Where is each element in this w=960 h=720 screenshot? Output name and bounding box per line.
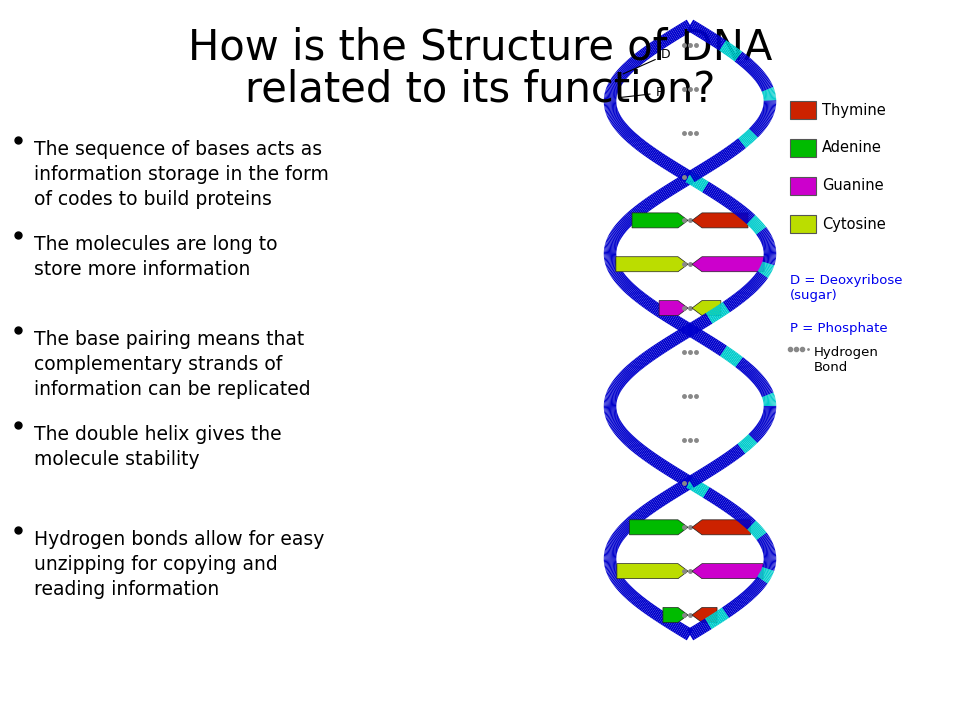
FancyArrow shape bbox=[692, 608, 717, 623]
Text: Cytosine: Cytosine bbox=[822, 217, 886, 232]
Text: The double helix gives the
molecule stability: The double helix gives the molecule stab… bbox=[34, 425, 281, 469]
FancyBboxPatch shape bbox=[790, 139, 816, 157]
Text: Hydrogen bonds allow for easy
unzipping for copying and
reading information: Hydrogen bonds allow for easy unzipping … bbox=[34, 530, 324, 599]
FancyArrow shape bbox=[630, 520, 688, 535]
Text: P: P bbox=[618, 86, 663, 99]
FancyArrow shape bbox=[692, 213, 748, 228]
Text: D = Deoxyribose
(sugar): D = Deoxyribose (sugar) bbox=[790, 274, 902, 302]
FancyBboxPatch shape bbox=[790, 215, 816, 233]
Text: The molecules are long to
store more information: The molecules are long to store more inf… bbox=[34, 235, 277, 279]
Text: Thymine: Thymine bbox=[822, 102, 886, 117]
Text: How is the Structure of DNA: How is the Structure of DNA bbox=[188, 27, 772, 69]
FancyBboxPatch shape bbox=[790, 101, 816, 119]
FancyArrow shape bbox=[692, 257, 764, 271]
FancyArrow shape bbox=[616, 257, 688, 271]
FancyArrow shape bbox=[617, 564, 688, 579]
Text: The base pairing means that
complementary strands of
information can be replicat: The base pairing means that complementar… bbox=[34, 330, 311, 399]
Text: Adenine: Adenine bbox=[822, 140, 882, 156]
Text: Hydrogen
Bond: Hydrogen Bond bbox=[814, 346, 878, 374]
Text: related to its function?: related to its function? bbox=[245, 69, 715, 111]
FancyArrow shape bbox=[632, 213, 688, 228]
Text: Guanine: Guanine bbox=[822, 179, 883, 194]
FancyArrow shape bbox=[692, 300, 721, 315]
FancyArrow shape bbox=[663, 608, 688, 623]
FancyBboxPatch shape bbox=[790, 177, 816, 195]
Text: D: D bbox=[623, 48, 670, 74]
FancyArrow shape bbox=[692, 564, 763, 579]
Text: The sequence of bases acts as
information storage in the form
of codes to build : The sequence of bases acts as informatio… bbox=[34, 140, 329, 209]
Text: P = Phosphate: P = Phosphate bbox=[790, 322, 888, 335]
FancyArrow shape bbox=[660, 300, 688, 315]
FancyArrow shape bbox=[692, 520, 751, 535]
